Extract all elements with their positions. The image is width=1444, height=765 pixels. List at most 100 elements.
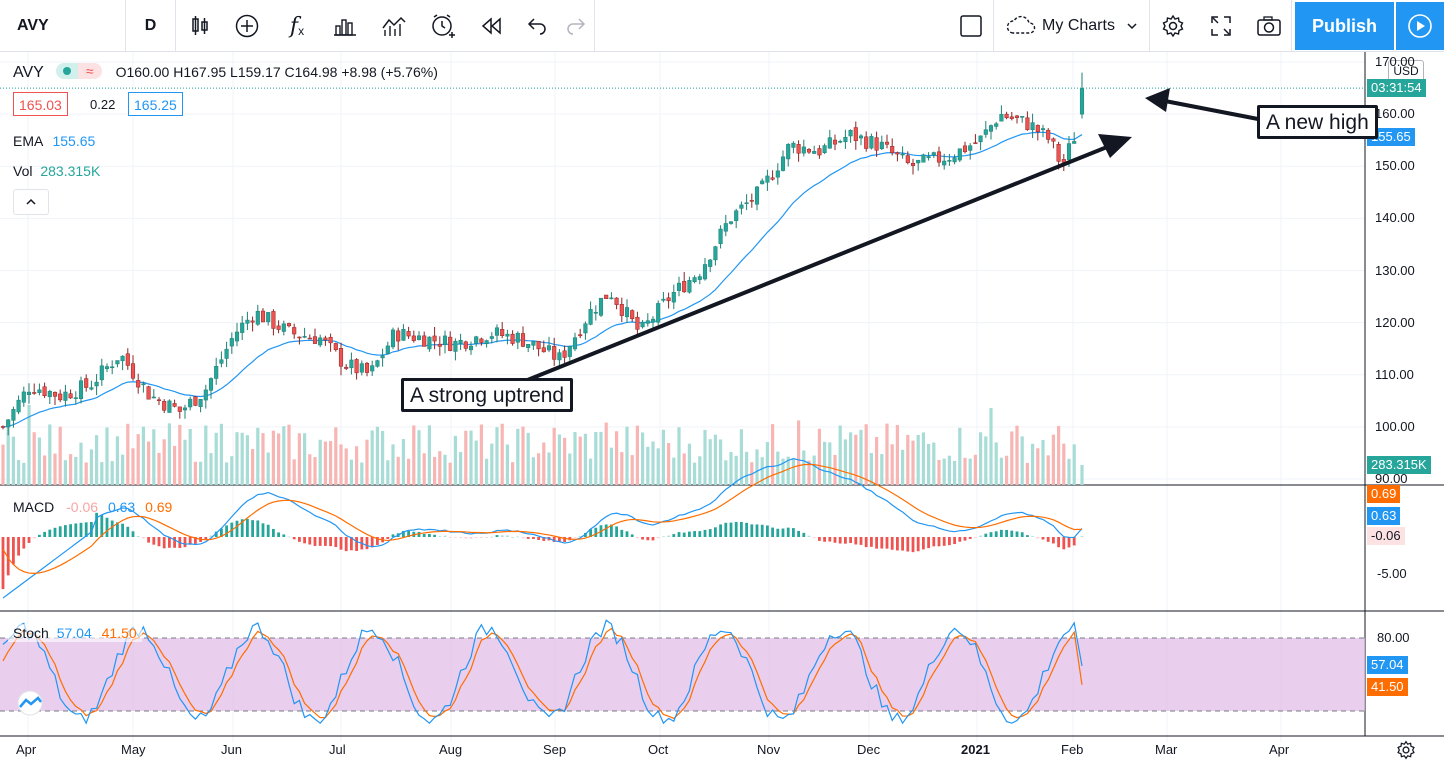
volume-bar xyxy=(230,456,234,485)
macd-histogram-bar xyxy=(126,526,130,537)
interval-button[interactable]: D xyxy=(126,0,176,52)
macd-histogram-bar xyxy=(370,537,374,548)
layout-square-icon[interactable] xyxy=(948,0,994,52)
axis-settings-gear-icon[interactable] xyxy=(1396,740,1416,765)
undo-icon[interactable] xyxy=(517,0,557,52)
volume-bar xyxy=(656,448,660,485)
macd-histogram-bar xyxy=(428,533,431,537)
tradingview-logo-icon[interactable] xyxy=(12,690,48,716)
candle-body xyxy=(453,340,458,352)
chevron-down-icon xyxy=(1127,23,1137,30)
legend-volume: Vol 283.315K xyxy=(13,163,100,179)
fullscreen-icon[interactable] xyxy=(1198,0,1244,52)
macd-histogram-bar xyxy=(625,531,629,537)
volume-bar xyxy=(537,453,541,485)
candle-body xyxy=(78,380,84,399)
macd-histogram-bar xyxy=(74,523,78,537)
candle-body xyxy=(146,386,151,400)
candle-body xyxy=(786,144,791,160)
candle-body xyxy=(921,154,926,163)
macd-line-value: 0.63 xyxy=(107,499,136,515)
macd-histogram-bar xyxy=(885,537,889,549)
volume-bar xyxy=(147,441,151,485)
candle-body xyxy=(99,365,104,381)
legend-visibility-toggle[interactable]: ≈ xyxy=(55,63,102,79)
candle-body xyxy=(333,343,338,350)
ema-price-tag: 155.65 xyxy=(1367,128,1415,146)
macd-histogram-bar xyxy=(630,534,634,537)
volume-bar xyxy=(511,462,515,485)
macd-histogram-bar xyxy=(173,537,176,548)
candle-body xyxy=(58,393,63,401)
volume-bar xyxy=(495,427,499,485)
financials-icon[interactable] xyxy=(323,0,367,52)
macd-histogram-bar xyxy=(194,537,197,544)
candle-body xyxy=(598,297,604,316)
candle-body xyxy=(671,291,676,303)
candle-body xyxy=(6,419,11,428)
macd-histogram-bar xyxy=(724,522,728,537)
candle-body xyxy=(479,338,484,343)
candle-body xyxy=(188,398,193,408)
ask-price-box[interactable]: 165.25 xyxy=(128,92,183,116)
macd-histogram-bar xyxy=(79,522,83,537)
price-axis-tick: 100.00 xyxy=(1375,418,1415,434)
price-chart[interactable] xyxy=(0,52,1444,765)
compare-add-icon[interactable] xyxy=(225,0,269,52)
volume-bar xyxy=(344,448,348,485)
candle-body xyxy=(21,391,26,403)
volume-bar xyxy=(69,454,73,485)
price-axis-tick: 130.00 xyxy=(1375,262,1415,278)
candle-body xyxy=(676,282,682,291)
macd-histogram-bar xyxy=(719,524,722,537)
volume-bar xyxy=(760,457,764,485)
volume-bar xyxy=(1,444,5,485)
macd-signal-tag: 0.69 xyxy=(1367,485,1401,503)
publish-button[interactable]: Publish xyxy=(1295,2,1394,50)
candle-body xyxy=(125,353,130,366)
volume-bar xyxy=(895,425,899,485)
macd-histogram-bar xyxy=(1041,537,1045,540)
volume-bar xyxy=(167,423,171,485)
volume-bar xyxy=(521,426,525,485)
candle-body xyxy=(437,343,442,347)
volume-bar xyxy=(266,452,270,485)
my-charts-button[interactable]: My Charts xyxy=(996,0,1150,52)
bid-price-box[interactable]: 165.03 xyxy=(13,92,68,116)
macd-histogram-bar xyxy=(729,522,733,537)
symbol-search-button[interactable]: AVY xyxy=(0,0,126,52)
settings-gear-icon[interactable] xyxy=(1150,0,1196,52)
replay-icon[interactable] xyxy=(470,0,514,52)
snapshot-camera-icon[interactable] xyxy=(1246,0,1292,52)
macd-histogram-bar xyxy=(620,529,624,537)
candle-body xyxy=(328,336,333,344)
candle-body xyxy=(708,259,713,267)
candle-body xyxy=(208,378,214,391)
macd-histogram-bar xyxy=(6,537,10,576)
candles-chart-type-icon[interactable] xyxy=(178,0,222,52)
macd-histogram-bar xyxy=(896,537,899,551)
play-icon[interactable] xyxy=(1396,2,1444,50)
candle-body xyxy=(630,310,635,320)
annotation-strong-uptrend[interactable]: A strong uptrend xyxy=(401,378,574,412)
volume-bar xyxy=(63,460,67,485)
collapse-legend-button[interactable] xyxy=(13,189,49,215)
annotation-new-high[interactable]: A new high xyxy=(1257,105,1378,139)
candle-body xyxy=(484,340,489,344)
volume-bar xyxy=(396,456,400,485)
new-high-arrow-head xyxy=(1145,88,1170,112)
volume-bar xyxy=(479,424,483,485)
macd-histogram-bar xyxy=(225,525,228,537)
volume-bar xyxy=(433,456,437,485)
macd-signal-line xyxy=(2,463,1083,575)
alert-clock-icon[interactable] xyxy=(421,0,465,52)
macd-histogram-bar xyxy=(157,537,161,547)
volume-bar xyxy=(698,456,702,485)
redo-icon[interactable] xyxy=(557,0,595,52)
volume-bar xyxy=(11,436,15,485)
macd-histogram-bar xyxy=(672,534,676,537)
macd-histogram-bar xyxy=(1031,536,1034,538)
templates-icon[interactable] xyxy=(372,0,416,52)
volume-bar xyxy=(968,458,972,485)
